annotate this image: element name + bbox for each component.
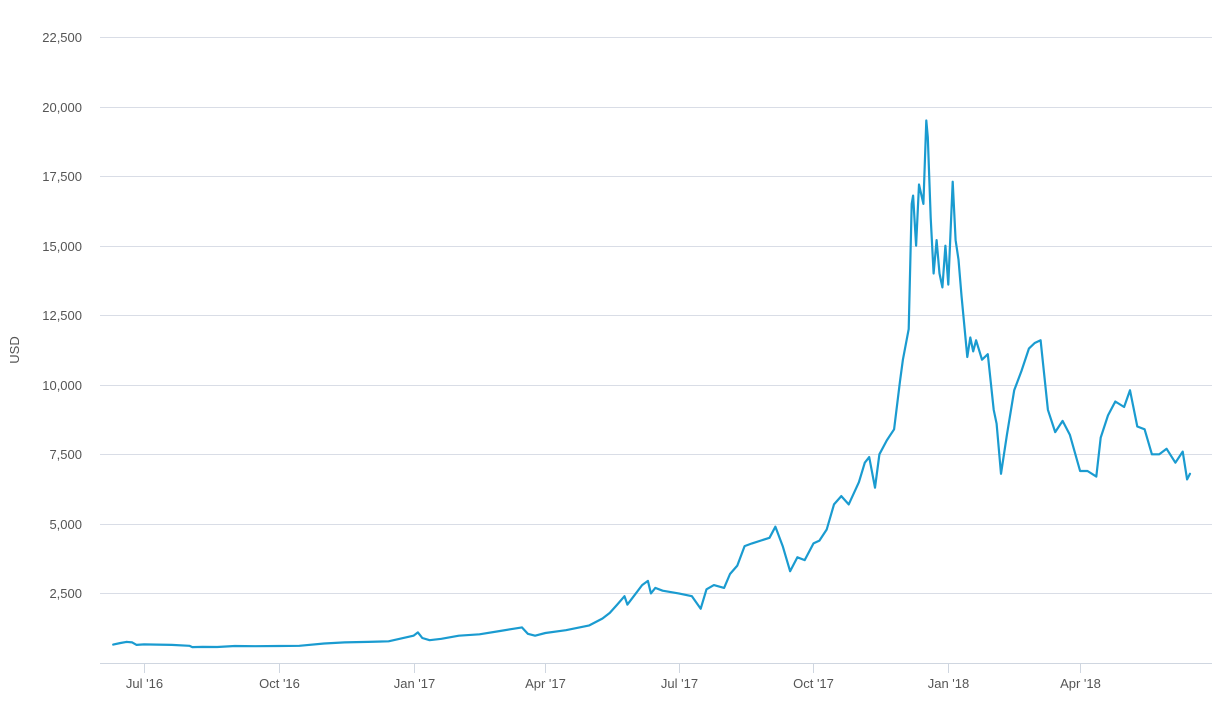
x-tick-label: Jul '16 <box>126 676 163 691</box>
y-tick-label: 22,500 <box>42 30 82 45</box>
x-tick-label: Apr '17 <box>525 676 566 691</box>
series-layer <box>112 119 1192 649</box>
grid-lines <box>100 37 1212 594</box>
series-line <box>112 119 1192 649</box>
y-tick-label: 7,500 <box>49 447 82 462</box>
y-axis-labels: 2,500 5,000 7,500 10,000 12,500 15,000 17,500 2… <box>42 30 82 601</box>
y-tick-label: 10,000 <box>42 378 82 393</box>
y-tick-label: 12,500 <box>42 308 82 323</box>
y-tick-label: 15,000 <box>42 239 82 254</box>
x-tick-label: Apr '18 <box>1060 676 1101 691</box>
x-tick-label: Jan '18 <box>928 676 970 691</box>
x-tick-label: Jul '17 <box>661 676 698 691</box>
y-axis-title: USD <box>7 336 22 363</box>
y-tick-label: 20,000 <box>42 100 82 115</box>
x-axis: Jul '16 Oct '16 Jan '17 Apr '17 Jul '17 Oct '… <box>100 663 1212 691</box>
y-tick-label: 5,000 <box>49 517 82 532</box>
x-tick-label: Oct '16 <box>259 676 300 691</box>
x-tick-label: Oct '17 <box>793 676 834 691</box>
x-tick-label: Jan '17 <box>394 676 436 691</box>
y-tick-label: 2,500 <box>49 586 82 601</box>
y-tick-label: 17,500 <box>42 169 82 184</box>
